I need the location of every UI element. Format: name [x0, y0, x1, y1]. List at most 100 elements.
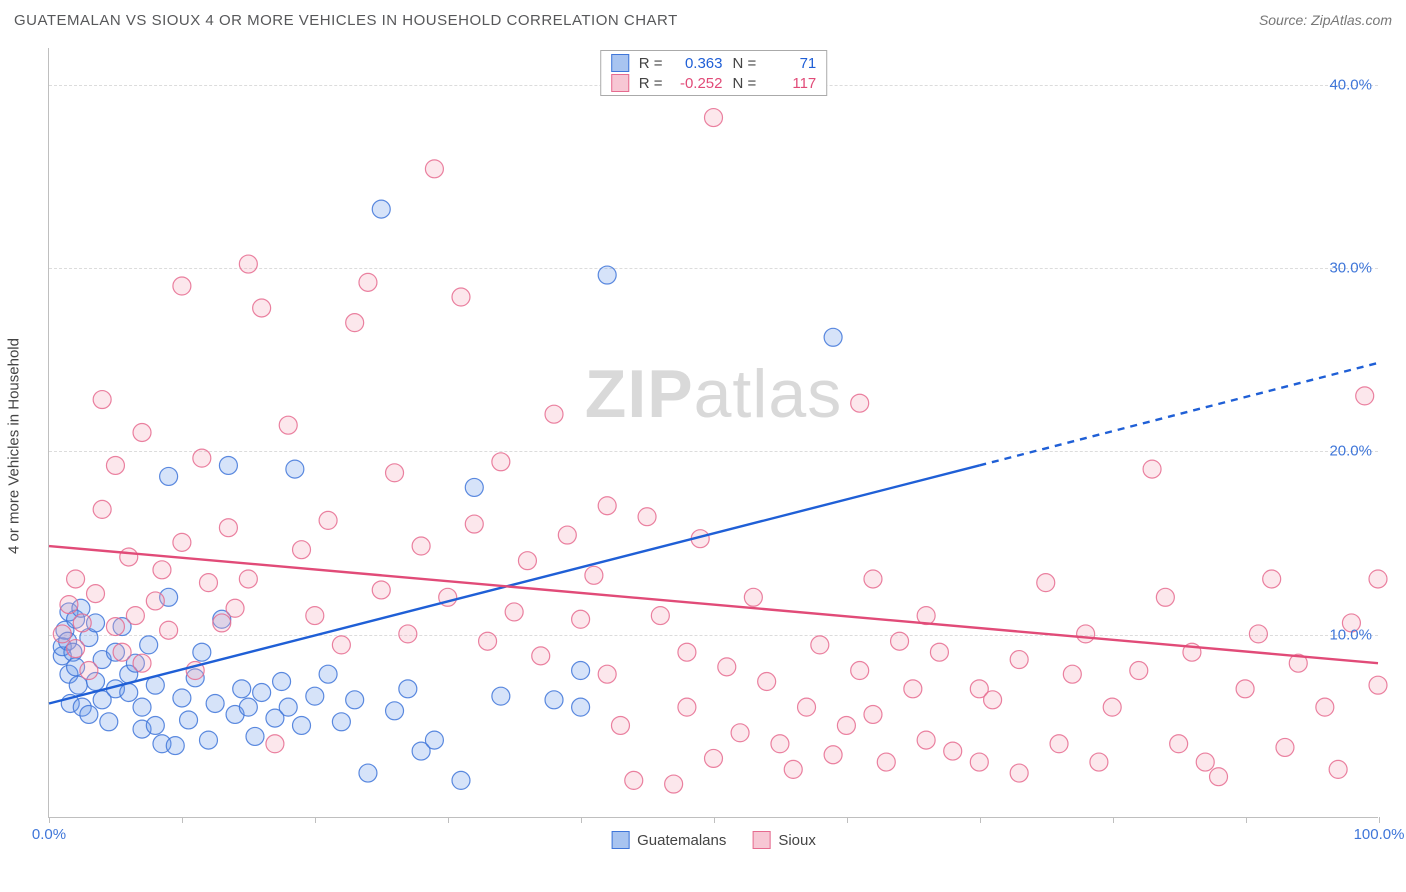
- data-point: [917, 731, 935, 749]
- data-point: [233, 680, 251, 698]
- data-point: [60, 596, 78, 614]
- data-point: [106, 618, 124, 636]
- data-point: [306, 687, 324, 705]
- stats-legend-box: R = 0.363 N = 71 R = -0.252 N = 117: [600, 50, 828, 96]
- data-point: [479, 632, 497, 650]
- legend-item-sioux: Sioux: [752, 831, 816, 849]
- stats-row-sioux: R = -0.252 N = 117: [601, 73, 827, 93]
- data-point: [73, 614, 91, 632]
- data-point: [100, 713, 118, 731]
- x-tick-mark: [847, 817, 848, 823]
- data-point: [359, 764, 377, 782]
- n-value-guatemalans: 71: [762, 55, 816, 72]
- plot-area: ZIPatlas R = 0.363 N = 71 R = -0.252 N =…: [48, 48, 1378, 818]
- data-point: [625, 771, 643, 789]
- data-point: [851, 394, 869, 412]
- data-point: [246, 727, 264, 745]
- data-point: [213, 614, 231, 632]
- data-point: [598, 497, 616, 515]
- data-point: [199, 574, 217, 592]
- data-point: [293, 716, 311, 734]
- data-point: [651, 607, 669, 625]
- data-point: [93, 391, 111, 409]
- y-tick-label: 10.0%: [1329, 626, 1372, 643]
- data-point: [771, 735, 789, 753]
- data-point: [731, 724, 749, 742]
- x-tick-label: 0.0%: [32, 826, 66, 843]
- data-point: [386, 464, 404, 482]
- data-point: [505, 603, 523, 621]
- data-point: [319, 665, 337, 683]
- data-point: [1156, 588, 1174, 606]
- data-point: [864, 705, 882, 723]
- data-point: [864, 570, 882, 588]
- x-tick-mark: [1379, 817, 1380, 823]
- data-point: [173, 533, 191, 551]
- data-point: [1369, 676, 1387, 694]
- data-point: [93, 500, 111, 518]
- data-point: [219, 456, 237, 474]
- x-tick-mark: [581, 817, 582, 823]
- data-point: [572, 698, 590, 716]
- legend-swatch-guatemalans: [611, 831, 629, 849]
- data-point: [273, 673, 291, 691]
- data-point: [193, 643, 211, 661]
- stats-row-guatemalans: R = 0.363 N = 71: [601, 53, 827, 73]
- y-axis-label: 4 or more Vehicles in Household: [6, 338, 23, 554]
- data-point: [67, 570, 85, 588]
- data-point: [346, 691, 364, 709]
- data-point: [146, 592, 164, 610]
- data-point: [372, 581, 390, 599]
- data-point: [572, 662, 590, 680]
- data-point: [465, 478, 483, 496]
- data-point: [545, 691, 563, 709]
- data-point: [1236, 680, 1254, 698]
- n-value-sioux: 117: [762, 75, 816, 92]
- data-point: [372, 200, 390, 218]
- data-point: [638, 508, 656, 526]
- x-tick-label: 100.0%: [1354, 826, 1405, 843]
- r-value-guatemalans: 0.363: [669, 55, 723, 72]
- data-point: [266, 735, 284, 753]
- data-point: [293, 541, 311, 559]
- data-point: [1210, 768, 1228, 786]
- x-tick-mark: [49, 817, 50, 823]
- data-point: [193, 449, 211, 467]
- data-point: [239, 698, 257, 716]
- data-point: [120, 684, 138, 702]
- data-point: [412, 537, 430, 555]
- data-point: [140, 636, 158, 654]
- data-point: [160, 621, 178, 639]
- data-point: [1010, 651, 1028, 669]
- legend-label-guatemalans: Guatemalans: [637, 832, 726, 849]
- data-point: [1037, 574, 1055, 592]
- data-point: [126, 607, 144, 625]
- data-point: [837, 716, 855, 734]
- swatch-guatemalans: [611, 54, 629, 72]
- data-point: [67, 640, 85, 658]
- data-point: [758, 673, 776, 691]
- data-point: [332, 636, 350, 654]
- data-point: [80, 705, 98, 723]
- legend-swatch-sioux: [752, 831, 770, 849]
- data-point: [452, 288, 470, 306]
- data-point: [399, 625, 417, 643]
- source-attribution: Source: ZipAtlas.com: [1259, 12, 1392, 28]
- data-point: [153, 561, 171, 579]
- data-point: [611, 716, 629, 734]
- data-point: [598, 665, 616, 683]
- legend-item-guatemalans: Guatemalans: [611, 831, 726, 849]
- data-point: [173, 277, 191, 295]
- data-point: [824, 746, 842, 764]
- data-point: [904, 680, 922, 698]
- data-point: [346, 314, 364, 332]
- data-point: [1077, 625, 1095, 643]
- swatch-sioux: [611, 74, 629, 92]
- data-point: [465, 515, 483, 533]
- data-point: [705, 109, 723, 127]
- data-point: [306, 607, 324, 625]
- data-point: [492, 687, 510, 705]
- x-tick-mark: [714, 817, 715, 823]
- data-point: [239, 255, 257, 273]
- data-point: [1090, 753, 1108, 771]
